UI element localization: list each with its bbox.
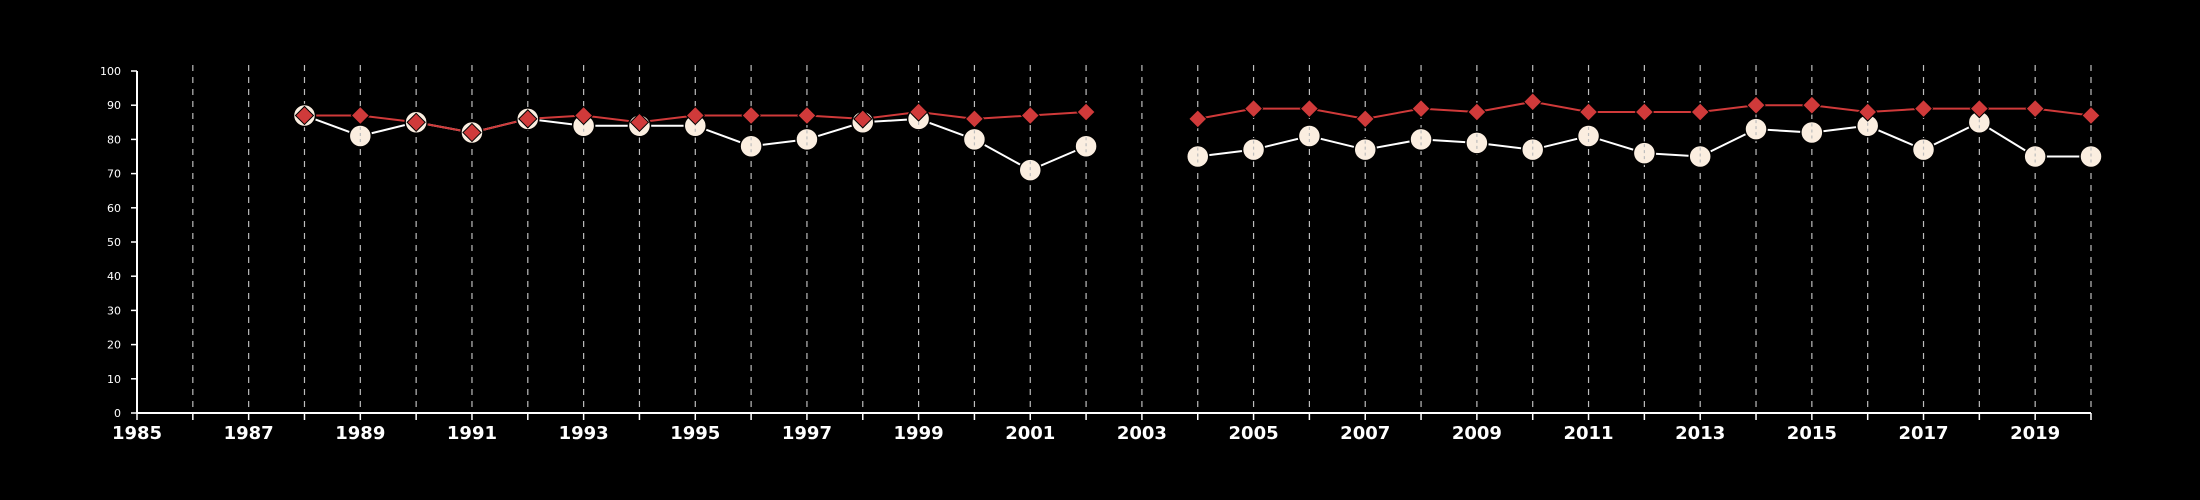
- x-tick-label: 2001: [1005, 423, 1055, 444]
- x-tick-label: 2017: [1898, 423, 1948, 444]
- series-diamond-point: [1913, 98, 1934, 119]
- series-diamond-point: [573, 105, 594, 126]
- series-diamond-point: [741, 105, 761, 126]
- y-tick-label: 50: [107, 236, 121, 249]
- series-diamond-point: [1411, 98, 1431, 119]
- x-tick-label: 2007: [1340, 423, 1390, 444]
- y-tick-label: 70: [107, 168, 121, 181]
- series-diamond-point: [1634, 102, 1655, 122]
- series-diamond-point: [908, 102, 929, 122]
- series-diamond-point: [685, 105, 705, 126]
- series-diamond-point: [1020, 105, 1040, 126]
- series-diamond-point: [1355, 109, 1375, 129]
- x-tick-label: 1989: [335, 423, 385, 444]
- series-diamond-point: [406, 112, 426, 133]
- series-diamond-point: [1188, 109, 1208, 129]
- grid-layer: [192, 65, 2092, 413]
- x-tick-label: 1997: [782, 423, 832, 444]
- x-tick-label: 1985: [112, 423, 162, 444]
- series-diamond-point: [1299, 98, 1320, 119]
- x-tick-label: 2019: [2010, 423, 2060, 444]
- series-diamond-point: [462, 122, 482, 143]
- x-tick-label: 1993: [559, 423, 609, 444]
- x-tick-label: 2015: [1787, 423, 1837, 444]
- series-diamond-point: [2081, 105, 2101, 126]
- series-diamond-point: [294, 105, 315, 126]
- y-tick-label: 80: [107, 133, 121, 146]
- series-diamond-point: [1969, 98, 1990, 119]
- series-diamond-point: [1857, 102, 1878, 122]
- x-tick-label: 2009: [1452, 423, 1502, 444]
- x-tick-label: 1999: [894, 423, 944, 444]
- y-tick-label: 100: [100, 65, 121, 78]
- axis-layer: 0 10 20 30 40 50 60 70 80 90 100 1985 1987 1989 1991 19…: [100, 65, 2092, 444]
- series-diamond-point: [1243, 98, 1264, 119]
- x-tick-label: 2011: [1563, 423, 1613, 444]
- series-diamond-point: [518, 109, 538, 129]
- series-diamond-point: [1802, 95, 1822, 115]
- series-diamond-point: [853, 109, 873, 129]
- x-tick-label: 2003: [1117, 423, 1167, 444]
- series-diamond-point: [964, 109, 985, 129]
- x-tick-label: 1995: [670, 423, 720, 444]
- series-diamond-point: [797, 105, 817, 126]
- series-diamond-point: [350, 105, 371, 126]
- y-tick-label: 30: [107, 304, 121, 317]
- x-tick-label: 1987: [224, 423, 274, 444]
- series-diamond-point: [2025, 98, 2045, 119]
- series-diamond-point: [1523, 92, 1543, 112]
- series-diamond-point: [1467, 102, 1487, 122]
- x-tick-label: 1991: [447, 423, 497, 444]
- y-tick-label: 60: [107, 202, 121, 215]
- y-tick-label: 20: [107, 339, 121, 352]
- y-tick-label: 10: [107, 373, 121, 386]
- series-diamond-point: [1076, 102, 1096, 122]
- series-diamond-point: [1690, 102, 1710, 122]
- y-tick-label: 40: [107, 270, 121, 283]
- series-layer: [292, 92, 2103, 182]
- series-diamond-point: [1746, 95, 1766, 115]
- y-tick-label: 90: [107, 99, 121, 112]
- x-tick-label: 2013: [1675, 423, 1725, 444]
- x-tick-label: 2005: [1229, 423, 1279, 444]
- series-diamond-point: [629, 112, 650, 133]
- series-diamond-point: [1578, 102, 1599, 122]
- y-tick-label: 0: [114, 407, 121, 420]
